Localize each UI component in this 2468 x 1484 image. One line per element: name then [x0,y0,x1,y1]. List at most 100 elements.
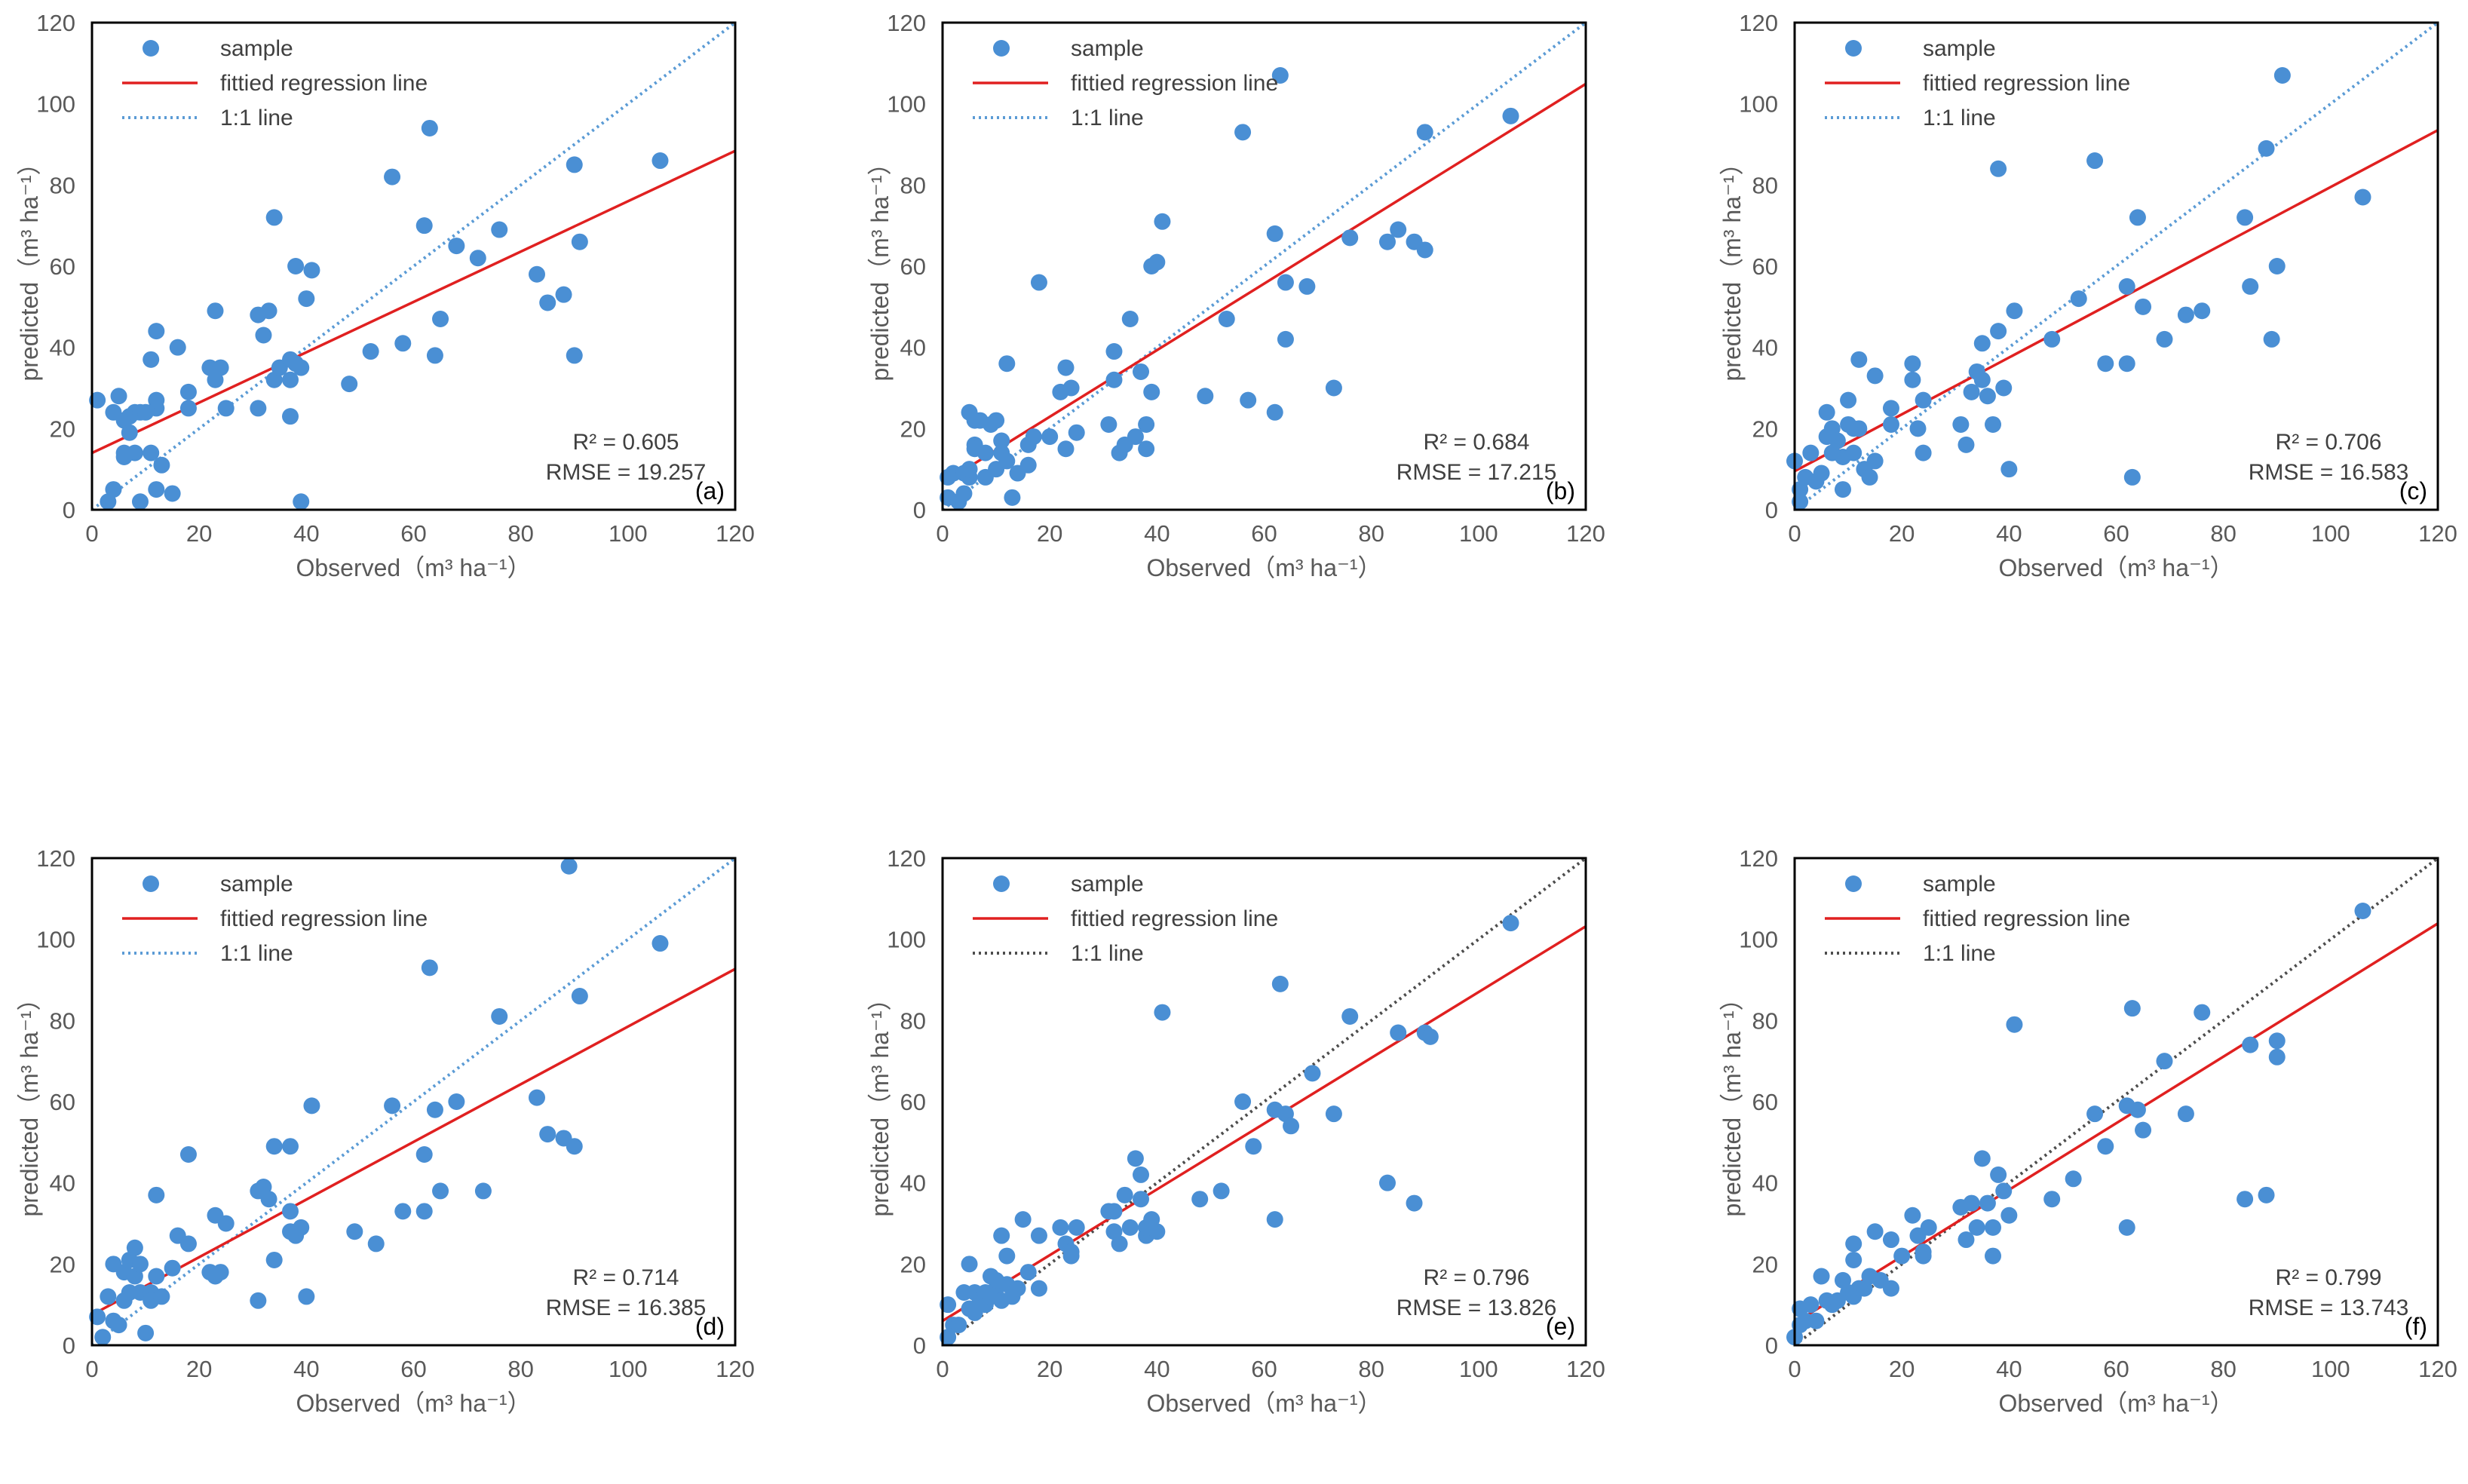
y-tick-label: 60 [900,253,926,280]
scatter-plot-svg: 0 20 40 60 80 100 120 0 20 40 60 80 100 120 Observed（m… [866,10,1605,581]
sample-point [1068,424,1085,441]
x-tick-label: 100 [2311,1356,2350,1382]
sample-point [179,400,197,417]
sample-point [2006,1016,2023,1033]
sample-point [1271,66,1289,84]
sample-point [1378,233,1396,250]
sample-point [415,1145,433,1163]
y-tick-label: 60 [1752,253,1778,280]
legend: sample fittied regression line 1:1 line [122,872,428,966]
sample-point [1802,444,1820,461]
scatter-plot-svg: 0 20 40 60 80 100 120 0 20 40 60 80 100 120 Observed（m… [1718,10,2457,581]
sample-point [2177,306,2194,323]
sample-point [1866,1223,1884,1240]
sample-point [1116,1186,1133,1203]
sample-point [1062,379,1080,397]
sample-point [1148,253,1166,271]
x-tick-label: 120 [1566,520,1605,547]
sample-point [2086,152,2104,170]
sample-point [415,217,433,235]
sample-point [1958,1231,1975,1249]
sample-point [1909,420,1927,437]
legend: sample fittied regression line 1:1 line [122,36,428,130]
sample-point [528,265,545,283]
legend-regression-label: fittied regression line [1923,71,2130,96]
x-tick-label: 40 [1144,520,1170,547]
y-tick-label: 20 [1752,415,1778,442]
sample-point [2268,258,2286,274]
panel-label: (c) [2399,477,2427,504]
y-tick-label: 0 [1765,497,1778,523]
sample-point [2263,330,2280,348]
sample-point [651,152,669,170]
x-tick-label: 100 [1459,1356,1498,1382]
sample-point [1958,436,1975,453]
sample-point [469,250,486,267]
sample-point [131,493,149,511]
sample-point [1030,1280,1047,1297]
sample-point [448,238,465,255]
sample-point [265,209,283,226]
sample-point [1963,1194,1980,1212]
sample-point [1985,415,2002,433]
y-axis-title: predicted（m³ ha⁻¹） [866,152,894,382]
rmse-label: RMSE = 17.215 [1396,460,1557,485]
sample-point [993,432,1010,449]
sample-point [571,988,588,1005]
sample-point [1829,432,1846,449]
sample-point [1019,456,1037,474]
regression-line [92,967,735,1317]
sample-point [212,1264,229,1281]
panel-label: (f) [2405,1313,2427,1340]
rmse-label: RMSE = 16.583 [2249,460,2409,485]
sample-point [528,1089,545,1106]
panel-label: (b) [1546,477,1575,504]
scatter-plot-svg: 0 20 40 60 80 100 120 0 20 40 60 80 100 120 Observed（m… [16,10,755,581]
sample-point [148,1186,165,1203]
sample-point [1850,351,1868,368]
sample-point [2135,298,2152,315]
y-tick-label: 100 [1739,91,1778,118]
sample-point [217,1215,235,1232]
scatter-plot-svg: 0 20 40 60 80 100 120 0 20 40 60 80 100 120 Observed（m… [16,845,755,1417]
chart-panel-1: 0 20 40 60 80 100 120 0 20 40 60 80 100 120 Observed（m… [0,0,822,648]
sample-point [362,343,379,360]
y-tick-label: 20 [50,415,75,442]
sample-point [998,1247,1016,1265]
rmse-label: RMSE = 16.385 [546,1295,707,1320]
y-tick-label: 120 [887,845,926,872]
sample-point [2123,468,2141,486]
sample-point [1245,1138,1262,1155]
x-tick-label: 20 [1889,520,1915,547]
sample-point [394,1203,412,1220]
legend-sample-label: sample [1071,872,1144,897]
sample-point [2118,1219,2135,1236]
regression-line [1795,922,2438,1324]
sample-point [1973,371,1991,388]
sample-point [1304,1065,1321,1082]
sample-point [293,359,310,376]
plot-frame [941,21,1587,511]
sample-point [1378,1174,1396,1191]
sample-point [169,339,186,356]
legend-one-to-one-label: 1:1 line [1923,941,1996,966]
sample-point [303,262,320,279]
sample-point [207,302,224,320]
sample-point [153,456,170,474]
sample-point [2268,1032,2286,1050]
sample-point [298,290,315,308]
y-axis-title: predicted（m³ ha⁻¹） [1718,152,1746,382]
regression-line [1795,129,2438,473]
sample-point [1133,1191,1150,1208]
sample-point [1154,1004,1171,1021]
sample-point [993,1227,1010,1244]
legend-sample-marker [1845,40,1862,57]
sample-point [950,1317,967,1334]
sample-point [293,1219,310,1236]
y-tick-label: 40 [50,335,75,361]
sample-point [1298,277,1316,295]
sample-point [384,168,401,186]
sample-point [384,1097,401,1115]
scatter-plot-svg: 0 20 40 60 80 100 120 0 20 40 60 80 100 120 Observed（m… [866,845,1605,1417]
sample-point [143,444,160,461]
